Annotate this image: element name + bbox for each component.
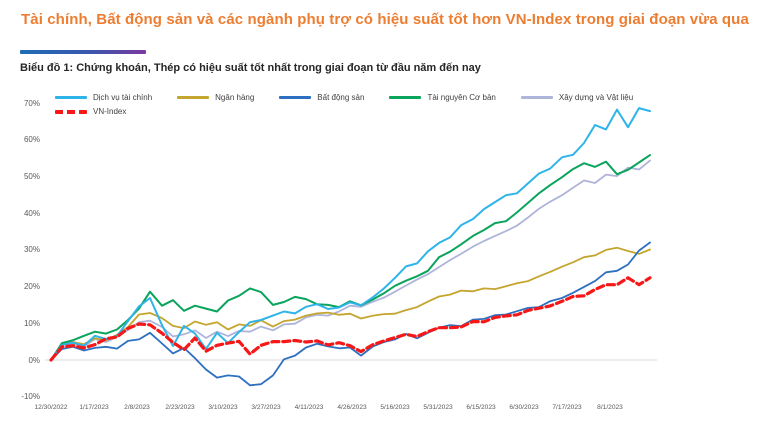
legend-line-swatch-icon: [279, 96, 312, 99]
series-line-dịch-vụ-tài-chính: [50, 107, 651, 361]
legend-line-swatch-icon: [389, 96, 422, 99]
x-axis-tick-label: 4/26/2023: [337, 404, 367, 411]
x-axis-tick-label: 5/16/2023: [380, 404, 410, 411]
legend-item: Xây dựng và Vật liệu: [520, 93, 634, 102]
x-axis-tick-label: 1/17/2023: [79, 404, 109, 411]
legend-line-swatch-icon: [177, 96, 210, 99]
legend-item: Bất động sản: [279, 93, 364, 102]
chart-legend-row-1: Dịch vụ tài chính Ngân hàng Bất động sản Tà…: [55, 93, 633, 102]
y-axis-tick-label: 10%: [23, 318, 40, 328]
y-axis-tick-label: 50%: [23, 171, 40, 181]
x-axis-tick-label: 6/15/2023: [466, 404, 496, 411]
legend-label: Xây dựng và Vật liệu: [558, 93, 634, 102]
chart-legend-row-2: VN-Index: [55, 107, 126, 116]
y-axis-tick-label: 20%: [23, 282, 40, 292]
legend-label: Bất động sản: [317, 93, 365, 102]
legend-label: Ngân hàng: [215, 93, 255, 102]
series-line-tài-nguyên-cơ-bản: [50, 154, 651, 361]
legend-item: Ngân hàng: [177, 93, 254, 102]
series-line-ngân-hàng: [50, 246, 651, 361]
series-line-xây-dựng-và-vật-liệu: [50, 159, 651, 361]
y-axis-tick-label: 0%: [28, 355, 40, 365]
legend-item: VN-Index: [55, 107, 126, 116]
chart-subtitle: Biểu đồ 1: Chứng khoán, Thép có hiệu suấ…: [20, 62, 481, 74]
x-axis-tick-label: 7/17/2023: [552, 404, 582, 411]
y-axis-tick-label: 70%: [23, 98, 40, 108]
page-title: Tài chính, Bất động sản và các ngành phụ…: [21, 11, 749, 28]
legend-label: VN-Index: [93, 107, 127, 116]
legend-item: Tài nguyên Cơ bản: [389, 93, 496, 102]
x-axis-tick-label: 6/30/2023: [509, 404, 539, 411]
x-axis-tick-label: 4/11/2023: [294, 404, 324, 411]
legend-line-swatch-icon: [55, 96, 87, 99]
y-axis-tick-label: 40%: [23, 208, 40, 218]
legend-label: Tài nguyên Cơ bản: [427, 93, 496, 102]
series-line-vn-index: [49, 276, 652, 362]
x-axis-tick-label: 12/30/2022: [34, 404, 68, 411]
x-axis-tick-label: 8/1/2023: [597, 404, 623, 411]
legend-line-swatch-icon: [55, 109, 87, 114]
y-axis-tick-label: -10%: [21, 392, 40, 402]
y-axis-tick-label: 30%: [23, 245, 40, 255]
legend-line-swatch-icon: [520, 96, 553, 99]
legend-item: Dịch vụ tài chính: [55, 93, 152, 102]
x-axis-tick-label: 2/8/2023: [124, 404, 150, 411]
x-axis-tick-label: 3/27/2023: [251, 404, 281, 411]
x-axis-tick-label: 3/10/2023: [208, 404, 238, 411]
legend-label: Dịch vụ tài chính: [93, 93, 153, 102]
accent-divider-bar: [20, 50, 146, 54]
y-axis-tick-label: 60%: [23, 135, 40, 145]
x-axis-tick-label: 2/23/2023: [165, 404, 195, 411]
x-axis-tick-label: 5/31/2023: [423, 404, 453, 411]
